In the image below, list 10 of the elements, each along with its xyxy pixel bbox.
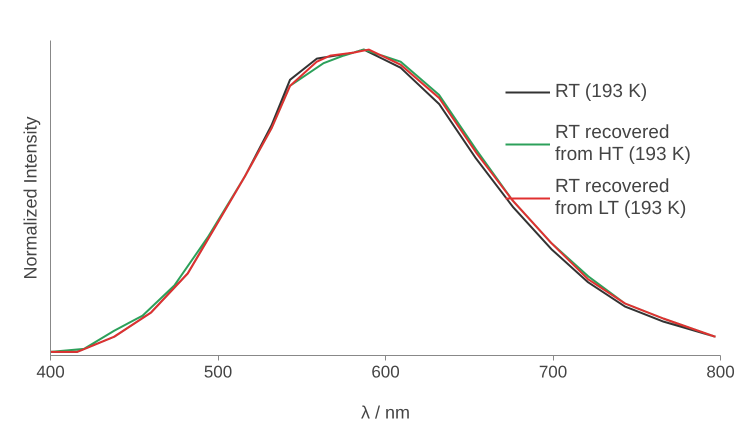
x-tick-label: 700 [538,362,568,382]
x-tick-label: 600 [371,362,400,382]
x-tick-label: 800 [706,362,735,382]
x-axis-title: λ / nm [360,402,410,422]
x-tick-label: 400 [36,362,65,382]
legend-label: RT (193 K) [555,80,648,104]
legend-label: RT recovered from LT (193 K) [555,176,686,220]
y-axis-title: Normalized Intensity [20,116,40,280]
x-tick-label: 500 [204,362,232,382]
legend-label: RT recovered from HT (193 K) [555,122,691,166]
